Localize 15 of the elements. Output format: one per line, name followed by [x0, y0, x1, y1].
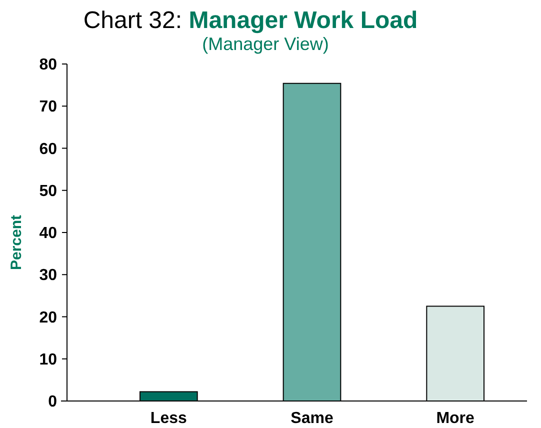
y-tick-label: 10: [39, 351, 58, 368]
y-tick-label: 80: [39, 56, 58, 74]
chart-subtitle: (Manager View): [202, 34, 329, 54]
y-tick-label: 70: [39, 98, 58, 116]
chart-title: Chart 32: Manager Work Load: [83, 7, 418, 34]
x-tick-label: Less: [150, 410, 188, 427]
x-tick-label: Same: [290, 410, 334, 427]
y-tick-label: 50: [39, 182, 58, 200]
y-tick-label: 60: [39, 140, 58, 158]
y-tick-label: 20: [39, 309, 58, 326]
y-tick-label: 30: [39, 267, 58, 284]
x-tick-label: More: [436, 410, 475, 427]
y-tick-label: 40: [39, 225, 58, 242]
y-axis-title: Percent: [8, 214, 25, 270]
y-tick-label: 0: [48, 394, 58, 411]
